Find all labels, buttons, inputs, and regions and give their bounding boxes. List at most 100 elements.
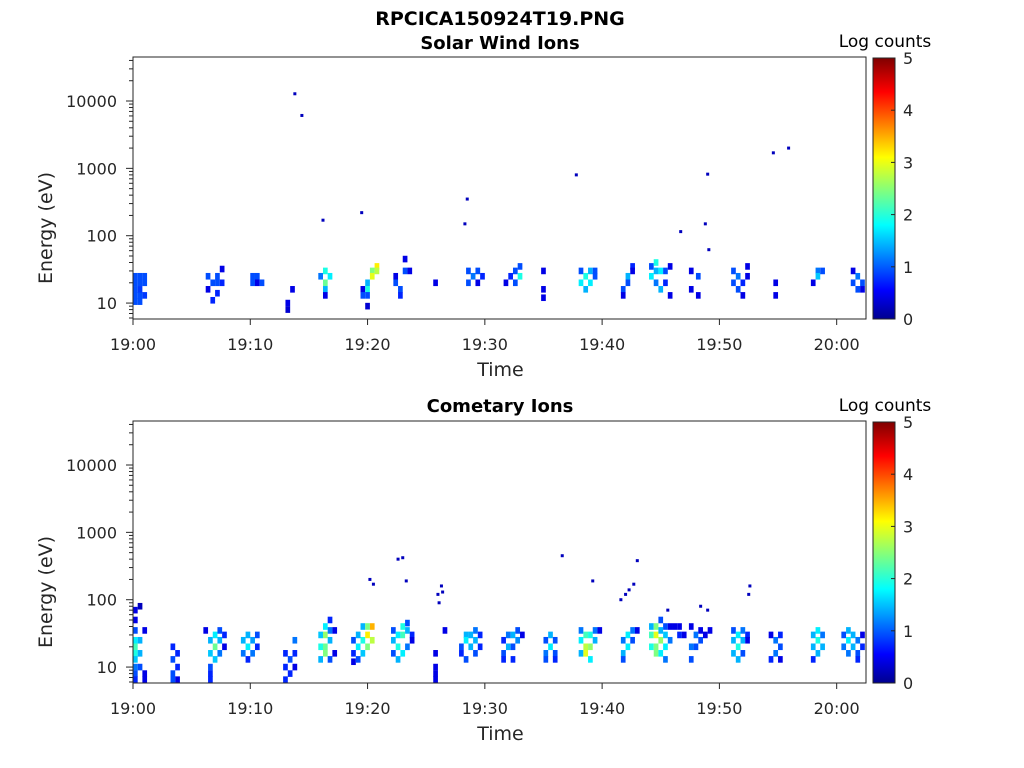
heatmap-cell <box>663 631 668 639</box>
x-tick-label: 19:10 <box>227 335 273 354</box>
heatmap-cell <box>137 286 143 293</box>
heatmap-cell <box>588 631 593 639</box>
y-tick-label: 100 <box>86 227 117 246</box>
heatmap-cell <box>688 643 694 651</box>
heatmap-speck <box>401 556 405 560</box>
x-tick-label: 19:00 <box>110 335 156 354</box>
heatmap-cell <box>355 631 361 639</box>
heatmap-speck <box>404 579 408 583</box>
heatmap-cell <box>222 631 227 639</box>
heatmap-cell <box>850 643 856 651</box>
heatmap-cell <box>327 616 333 624</box>
heatmap-cell <box>254 631 260 639</box>
heatmap-speck <box>699 604 703 608</box>
heatmap-cell <box>860 643 865 651</box>
heatmap-cell <box>391 627 396 634</box>
heatmap-cell <box>688 286 694 293</box>
heatmap-cell <box>355 643 361 651</box>
heatmap-cell <box>517 263 523 270</box>
heatmap-cell <box>698 636 703 644</box>
heatmap-speck <box>360 211 364 215</box>
heatmap-cell <box>322 623 328 630</box>
heatmap-cell <box>360 286 366 293</box>
heatmap-cell <box>625 643 631 651</box>
heatmap-cell <box>663 643 668 651</box>
y-tick-label: 10 <box>97 658 117 677</box>
y-axis: 10 100 1000 10000 <box>66 423 133 683</box>
heatmap-cell <box>137 602 143 610</box>
heatmap-cell <box>374 267 380 275</box>
heatmap-cell <box>588 279 593 287</box>
heatmap-cell <box>815 650 821 657</box>
heatmap-cell <box>463 636 469 644</box>
heatmap-cell <box>175 676 180 683</box>
heatmap-cell <box>405 619 410 627</box>
heatmap-speck <box>371 582 375 586</box>
heatmap-cell <box>283 676 288 683</box>
heatmap-cell <box>541 286 546 293</box>
figure-title: RPCICA150924T19.PNG <box>375 8 625 30</box>
heatmap-cell <box>398 292 403 299</box>
heatmap-cell <box>400 650 406 657</box>
heatmap-cell <box>735 631 741 639</box>
heatmap-cell <box>860 286 865 293</box>
heatmap-cell <box>649 263 654 270</box>
heatmap-cells <box>133 554 865 683</box>
heatmap-cell <box>653 623 659 630</box>
heatmap-cell <box>820 631 825 639</box>
heatmap-cell <box>391 636 396 644</box>
heatmap-cell <box>322 631 328 639</box>
heatmap-cell <box>620 286 626 293</box>
heatmap-cell <box>208 676 213 683</box>
heatmap-cell <box>588 267 593 275</box>
heatmap-cell <box>137 650 143 657</box>
heatmap-cell <box>512 267 518 275</box>
heatmap-cell <box>463 631 469 639</box>
heatmap-cell <box>355 656 361 663</box>
heatmap-cell <box>846 636 851 644</box>
heatmap-cell <box>395 656 401 663</box>
heatmap-cell <box>208 670 213 677</box>
heatmap-cell <box>583 650 589 657</box>
heatmap-cell <box>543 656 549 663</box>
heatmap-cell <box>402 255 408 263</box>
heatmap-cell <box>245 656 251 663</box>
heatmap-cell <box>773 279 779 287</box>
heatmap-cell <box>735 643 741 651</box>
x-tick-label: 19:40 <box>579 335 625 354</box>
heatmap-cell <box>395 631 401 639</box>
heatmap-cell <box>137 636 143 644</box>
heatmap-cell <box>778 643 783 651</box>
heatmap-cell <box>327 272 333 280</box>
x-tick-label: 19:20 <box>345 335 391 354</box>
heatmap-cell <box>473 636 478 644</box>
heatmap-speck <box>624 592 628 596</box>
heatmap-cell <box>620 636 626 644</box>
heatmap-cell <box>217 636 223 644</box>
heatmap-cell <box>693 631 699 639</box>
heatmap-cell <box>501 636 506 644</box>
heatmap-cell <box>433 650 438 657</box>
heatmap-cell <box>658 650 664 657</box>
heatmap-speck <box>436 592 440 596</box>
heatmap-cell <box>365 631 370 639</box>
heatmap-cell <box>548 643 553 651</box>
heatmap-cell <box>219 265 225 273</box>
colorbar-tick-label: 1 <box>903 258 913 277</box>
heatmap-cell <box>470 272 476 280</box>
colorbar-scale <box>872 57 896 320</box>
heatmap-cell <box>552 650 558 657</box>
heatmap-cell <box>778 656 783 663</box>
heatmap-cell <box>855 636 861 644</box>
heatmap-cell <box>855 650 861 657</box>
x-tick-label: 19:40 <box>579 699 625 718</box>
heatmap-cell <box>283 663 288 671</box>
x-tick-label: 19:20 <box>345 699 391 718</box>
heatmap-cell <box>402 267 408 275</box>
heatmap-speck <box>707 248 711 252</box>
heatmap-cell <box>695 292 701 299</box>
heatmap-cell <box>142 676 148 683</box>
colorbar: Log counts 0 1 2 3 4 5 <box>839 32 932 329</box>
x-tick-label: 19:50 <box>696 699 742 718</box>
heatmap-cell <box>285 299 291 307</box>
